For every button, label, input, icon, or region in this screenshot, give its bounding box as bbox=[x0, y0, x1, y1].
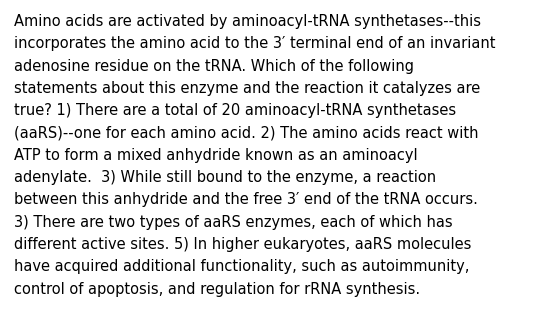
Text: (aaRS)--one for each amino acid. 2) The amino acids react with: (aaRS)--one for each amino acid. 2) The … bbox=[14, 126, 478, 141]
Text: Amino acids are activated by aminoacyl-tRNA synthetases--this: Amino acids are activated by aminoacyl-t… bbox=[14, 14, 481, 29]
Text: control of apoptosis, and regulation for rRNA synthesis.: control of apoptosis, and regulation for… bbox=[14, 282, 420, 297]
Text: different active sites. 5) In higher eukaryotes, aaRS molecules: different active sites. 5) In higher euk… bbox=[14, 237, 472, 252]
Text: statements about this enzyme and the reaction it catalyzes are: statements about this enzyme and the rea… bbox=[14, 81, 480, 96]
Text: ATP to form a mixed anhydride known as an aminoacyl: ATP to form a mixed anhydride known as a… bbox=[14, 148, 417, 163]
Text: 3) There are two types of aaRS enzymes, each of which has: 3) There are two types of aaRS enzymes, … bbox=[14, 215, 453, 230]
Text: true? 1) There are a total of 20 aminoacyl-tRNA synthetases: true? 1) There are a total of 20 aminoac… bbox=[14, 103, 456, 118]
Text: incorporates the amino acid to the 3′ terminal end of an invariant: incorporates the amino acid to the 3′ te… bbox=[14, 36, 496, 51]
Text: have acquired additional functionality, such as autoimmunity,: have acquired additional functionality, … bbox=[14, 259, 469, 274]
Text: between this anhydride and the free 3′ end of the tRNA occurs.: between this anhydride and the free 3′ e… bbox=[14, 192, 478, 208]
Text: adenosine residue on the tRNA. Which of the following: adenosine residue on the tRNA. Which of … bbox=[14, 59, 414, 74]
Text: adenylate.  3) While still bound to the enzyme, a reaction: adenylate. 3) While still bound to the e… bbox=[14, 170, 436, 185]
